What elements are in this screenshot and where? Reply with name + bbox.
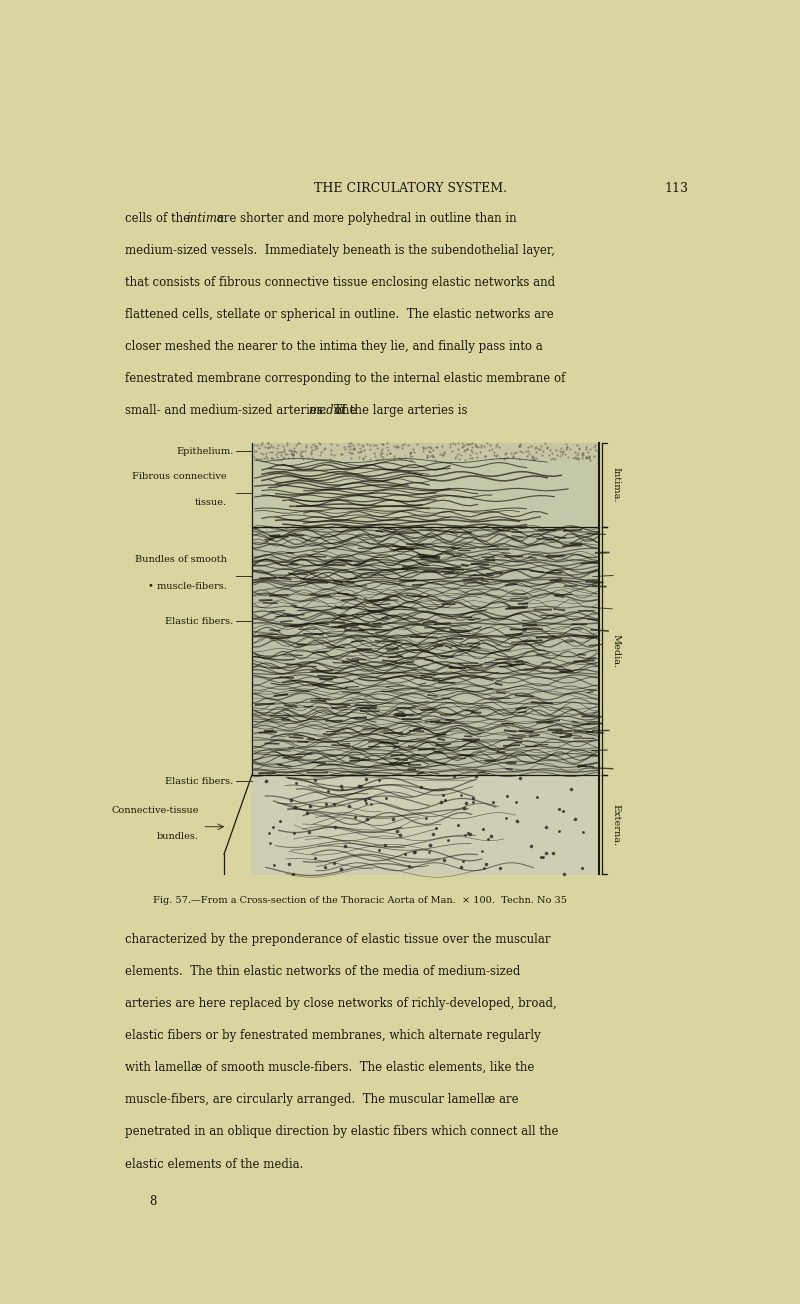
Text: 8: 8 xyxy=(150,1194,157,1208)
Text: intima: intima xyxy=(186,211,224,224)
Text: elements.  The thin elastic networks of the media of medium-sized: elements. The thin elastic networks of t… xyxy=(125,965,520,978)
Text: tissue.: tissue. xyxy=(195,498,227,507)
Text: 113: 113 xyxy=(665,181,689,194)
Text: • muscle-fibers.: • muscle-fibers. xyxy=(148,582,227,591)
Text: elastic fibers or by fenestrated membranes, which alternate regularly: elastic fibers or by fenestrated membran… xyxy=(125,1029,541,1042)
Text: muscle-fibers, are circularly arranged.  The muscular lamellæ are: muscle-fibers, are circularly arranged. … xyxy=(125,1093,518,1106)
Text: bundles.: bundles. xyxy=(157,832,199,841)
Bar xyxy=(252,527,599,775)
Text: Fibrous connective: Fibrous connective xyxy=(133,472,227,481)
Text: small- and medium-sized arteries.  The: small- and medium-sized arteries. The xyxy=(125,404,360,417)
Text: medium-sized vessels.  Immediately beneath is the subendothelial layer,: medium-sized vessels. Immediately beneat… xyxy=(125,244,555,257)
Text: closer meshed the nearer to the intima they lie, and finally pass into a: closer meshed the nearer to the intima t… xyxy=(125,340,542,353)
Text: that consists of fibrous connective tissue enclosing elastic networks and: that consists of fibrous connective tiss… xyxy=(125,276,555,289)
Text: Connective-tissue: Connective-tissue xyxy=(112,806,199,815)
Bar xyxy=(252,775,599,875)
Text: flattened cells, stellate or spherical in outline.  The elastic networks are: flattened cells, stellate or spherical i… xyxy=(125,308,554,321)
Text: of the large arteries is: of the large arteries is xyxy=(331,404,468,417)
Bar xyxy=(252,460,599,527)
Text: Bundles of smooth: Bundles of smooth xyxy=(135,556,227,565)
Text: are shorter and more polyhedral in outline than in: are shorter and more polyhedral in outli… xyxy=(214,211,517,224)
Text: cells of the: cells of the xyxy=(125,211,194,224)
Text: Fig. 57.—From a Cross-section of the Thoracic Aorta of Man.  × 100.  Techn. No 3: Fig. 57.—From a Cross-section of the Tho… xyxy=(154,896,567,905)
Text: Intima.: Intima. xyxy=(611,467,620,502)
Text: Externa.: Externa. xyxy=(611,803,620,846)
Text: Media.: Media. xyxy=(611,634,620,668)
Text: elastic elements of the media.: elastic elements of the media. xyxy=(125,1158,303,1171)
Text: Elastic fibers.: Elastic fibers. xyxy=(165,617,234,626)
Text: fenestrated membrane corresponding to the internal elastic membrane of: fenestrated membrane corresponding to th… xyxy=(125,373,565,386)
Text: Epithelium.: Epithelium. xyxy=(176,447,234,456)
Text: media: media xyxy=(309,404,345,417)
Text: THE CIRCULATORY SYSTEM.: THE CIRCULATORY SYSTEM. xyxy=(314,181,506,194)
Text: penetrated in an oblique direction by elastic fibers which connect all the: penetrated in an oblique direction by el… xyxy=(125,1125,558,1138)
Text: with lamellæ of smooth muscle-fibers.  The elastic elements, like the: with lamellæ of smooth muscle-fibers. Th… xyxy=(125,1061,534,1074)
Text: arteries are here replaced by close networks of richly-developed, broad,: arteries are here replaced by close netw… xyxy=(125,996,557,1009)
Bar xyxy=(252,442,599,460)
Text: characterized by the preponderance of elastic tissue over the muscular: characterized by the preponderance of el… xyxy=(125,932,550,945)
Text: Elastic fibers.: Elastic fibers. xyxy=(165,777,234,785)
